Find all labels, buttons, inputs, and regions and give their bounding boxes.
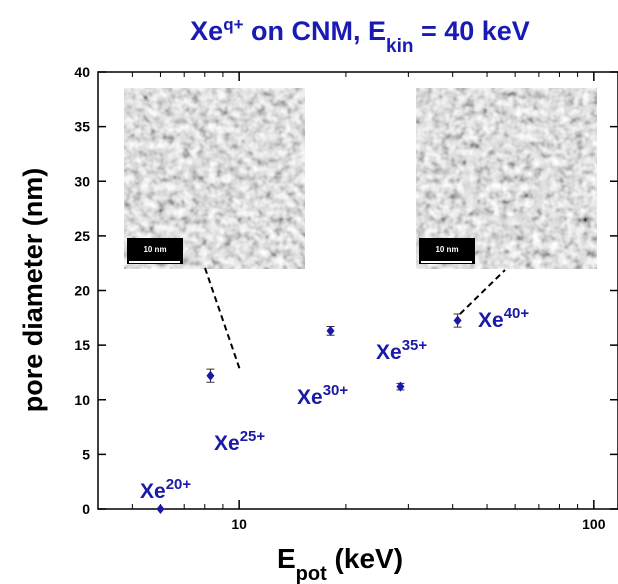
scale-bar-label: 10 nm [435,245,458,254]
data-point [156,504,165,514]
annotation-base: Xe [376,341,402,364]
y-tick-label: 25 [74,228,90,244]
annotation-sup: 35+ [402,337,428,354]
y-tick-label: 0 [82,501,90,517]
y-tick-label: 10 [74,392,90,408]
leader-line [204,267,241,371]
annotation-base: Xe [478,309,504,332]
scale-bar-label: 10 nm [143,245,166,254]
scale-bar-box [127,238,183,264]
annotation: Xe40+ [478,305,529,332]
annotation: Xe25+ [214,428,265,455]
title-sub: kin [386,36,413,57]
pore [187,153,237,203]
annotation: Xe35+ [376,337,427,364]
y-tick-label: 30 [74,173,90,189]
x-axis-label: Epot (keV) [277,543,403,584]
data-point [396,381,405,392]
y-tick-label: 20 [74,283,90,299]
leader-line [459,269,506,315]
data-point [206,370,215,381]
annotation-sup: 40+ [504,305,530,322]
inset-2: 10 nm [416,88,597,269]
pore [462,136,550,224]
data-point [326,325,335,336]
y-tick-label: 5 [82,446,90,462]
x-tick-label: 10 [231,516,247,532]
title-part: on CNM, E [244,16,387,46]
inset-1: 10 nm [124,88,305,269]
annotation: Xe30+ [297,382,348,409]
annotation-base: Xe [214,432,240,455]
y-axis-label: pore diameter (nm) [18,168,48,413]
annotation-base: Xe [140,480,166,503]
y-tick-label: 40 [74,64,90,80]
title-part: Xe [190,16,223,46]
chart-title: Xeq+ on CNM, Ekin = 40 keV [190,15,530,57]
annotation-sup: 25+ [240,428,266,445]
x-tick-label: 100 [582,516,606,532]
scale-bar-box [419,238,475,264]
y-tick-label: 15 [74,337,90,353]
annotation-sup: 30+ [323,382,349,399]
title-sup: q+ [223,15,243,34]
annotation-base: Xe [297,386,323,409]
title-part: = 40 keV [413,16,529,46]
data-point [453,315,462,326]
x-label-part: E [277,543,296,574]
annotation: Xe20+ [140,476,191,503]
x-label-sub: pot [296,563,327,584]
annotation-sup: 20+ [166,476,192,493]
x-label-part: (keV) [327,543,403,574]
y-tick-label: 35 [74,119,90,135]
